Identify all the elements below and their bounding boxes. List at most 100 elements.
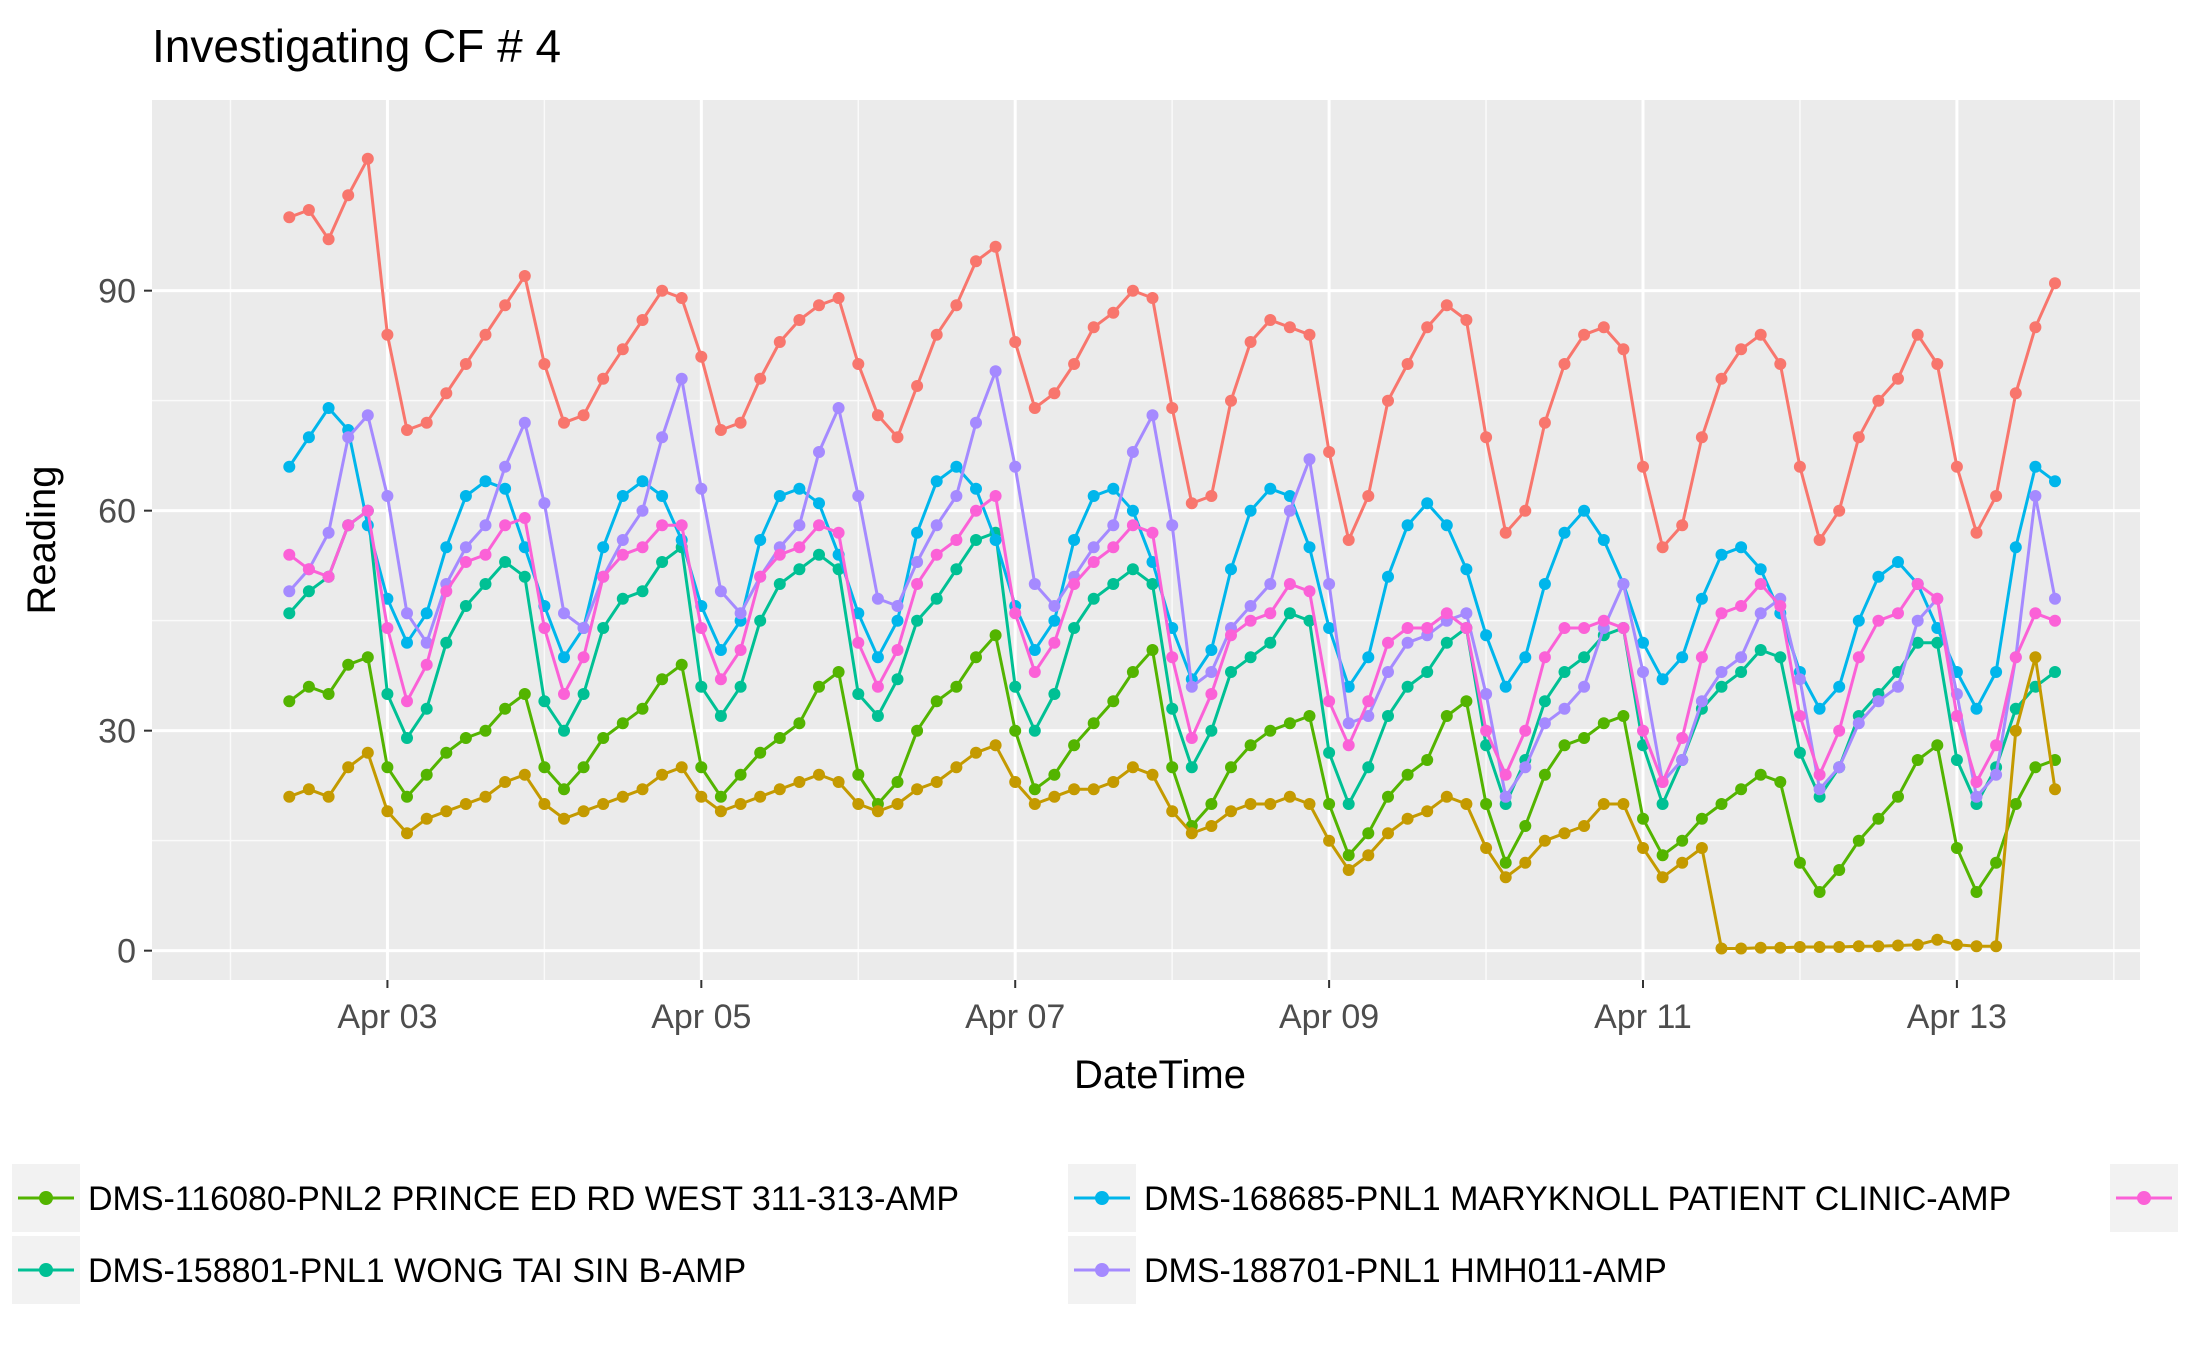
data-point [1087,783,1100,796]
data-point [813,497,825,510]
data-point [1107,695,1120,708]
data-point [1578,651,1591,664]
x-axis-title: DateTime [1074,1053,1246,1097]
data-point [754,746,767,759]
data-point [714,644,727,656]
data-point [401,424,413,436]
data-point [1813,534,1826,546]
data-point [2029,321,2042,334]
data-point [1107,541,1120,554]
data-point [499,482,512,495]
data-point [1185,761,1198,774]
data-point [1578,680,1591,693]
data-point [499,299,512,312]
data-point [2049,475,2061,488]
data-point [1676,732,1689,744]
data-point [1068,534,1081,546]
data-point [1382,666,1394,678]
data-point [401,607,413,620]
data-point [1754,328,1767,341]
data-point [1480,629,1493,642]
data-point [2029,761,2042,774]
data-point [499,460,512,473]
data-point [1009,336,1022,348]
data-point [1833,941,1846,953]
data-point [1637,842,1649,854]
data-point [558,783,570,796]
data-point [1695,592,1708,605]
data-point [1519,504,1532,517]
data-point [1911,938,1924,951]
data-point [1225,563,1237,576]
data-point [1538,695,1551,708]
data-point [1852,614,1865,627]
data-point [1126,519,1139,532]
data-point [1264,607,1277,620]
data-point [1597,534,1610,546]
data-point [832,292,845,304]
data-point [1480,724,1493,737]
data-point [793,717,806,730]
data-point [1793,746,1806,759]
data-point [1715,607,1728,620]
data-point [1970,940,1983,953]
data-point [1735,541,1748,554]
data-point [773,732,786,744]
data-point [1793,856,1806,869]
data-point [1107,519,1120,532]
data-point [1382,827,1394,840]
data-point [1715,942,1728,955]
data-point [1990,666,2003,678]
data-point [1009,460,1022,473]
data-point [911,380,924,392]
data-point [1754,607,1767,620]
data-point [1440,299,1453,312]
data-point [1048,387,1061,400]
data-point [381,805,394,818]
data-point [1323,746,1336,759]
data-point [1460,622,1473,634]
data-point [459,541,472,554]
data-point [1558,622,1571,634]
data-point [1068,783,1081,796]
data-point [302,783,315,796]
data-point [656,673,669,686]
data-point [871,805,884,818]
data-point [2049,783,2061,796]
data-point [538,358,551,370]
data-point [1558,666,1571,678]
data-point [1892,939,1904,952]
data-point [1911,614,1924,627]
data-point [1028,666,1041,678]
data-point [1460,607,1473,620]
data-point [1480,798,1493,810]
data-point [342,431,355,444]
data-point [695,761,708,774]
data-point [401,695,413,708]
data-point [950,460,963,473]
series-layer [283,152,2061,955]
data-point [1460,314,1473,326]
data-point [1480,688,1493,700]
data-point [1715,666,1728,678]
data-point [989,739,1002,752]
data-point [1931,592,1944,605]
data-point [1303,710,1316,722]
data-point [636,585,649,598]
data-point [989,240,1002,253]
data-point [616,534,629,546]
data-point [1558,827,1571,840]
data-point [1813,768,1826,781]
data-point [2029,490,2042,502]
data-point [597,372,610,385]
data-point [1774,600,1787,612]
data-point [381,328,394,341]
data-point [1283,321,1296,334]
data-point [1087,556,1100,568]
data-point [636,504,649,517]
data-point [773,578,786,590]
data-point [813,768,825,781]
data-point [675,292,688,304]
data-point [1283,504,1296,517]
data-point [852,358,865,370]
